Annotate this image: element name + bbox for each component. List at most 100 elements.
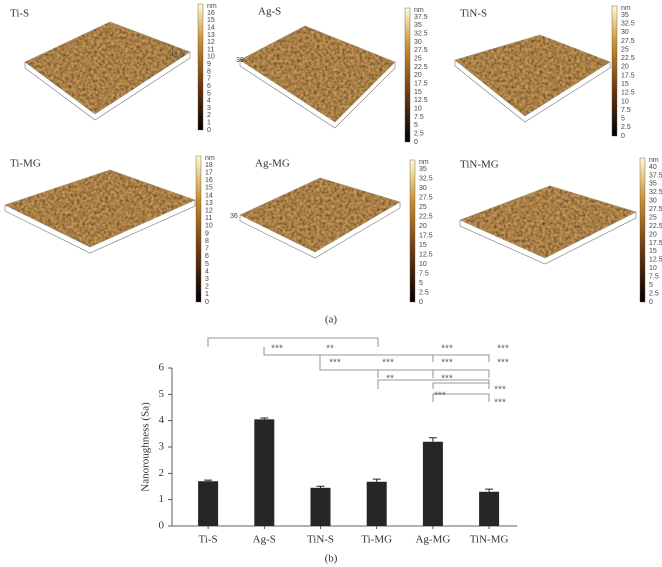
height-label: 46.6 — [170, 52, 184, 59]
colorbar-tick: 12 — [207, 39, 215, 46]
surface-edge — [239, 60, 396, 129]
caption: (a) — [325, 314, 338, 326]
colorbar-tick: 17 — [205, 169, 213, 176]
bar — [479, 491, 500, 526]
bar — [198, 481, 219, 526]
height-label: 39 — [236, 57, 244, 64]
colorbar-tick: 25 — [621, 46, 629, 53]
colorbar-tick: 6 — [205, 253, 209, 260]
colorbar-tick: 10 — [414, 106, 422, 113]
colorbar-tick: 14 — [207, 24, 215, 31]
colorbar-tick: 1 — [205, 291, 209, 298]
surface-edge — [24, 52, 191, 121]
colorbar-tick: 10 — [621, 98, 629, 105]
colorbar-tick: 12.5 — [621, 90, 635, 97]
colorbar — [195, 155, 202, 303]
colorbar — [639, 157, 646, 303]
significance-label: *** — [441, 358, 453, 369]
colorbar-tick: 11 — [207, 46, 214, 53]
colorbar-tick: 13 — [207, 32, 215, 39]
caption: (b) — [325, 553, 338, 565]
colorbar-tick: 32.5 — [649, 189, 662, 196]
colorbar-tick: 12 — [205, 208, 213, 215]
colorbar-unit: nm — [207, 3, 217, 10]
panel-label: TiN-MG — [460, 159, 499, 171]
colorbar-tick: 10 — [649, 265, 657, 272]
colorbar-tick: 15 — [621, 81, 629, 88]
panel-label: Ti-MG — [10, 158, 41, 170]
significance-bracket — [377, 379, 490, 389]
surface-texture — [5, 170, 195, 247]
significance-label: ** — [386, 374, 394, 385]
colorbar-tick: 0 — [205, 299, 209, 306]
surface-edge — [239, 202, 401, 259]
colorbar-tick: 10 — [207, 54, 215, 61]
colorbar-tick: 17.5 — [621, 72, 635, 79]
colorbar-tick: 0 — [207, 127, 211, 134]
significance-label: *** — [434, 391, 446, 402]
y-tick-label: 3 — [159, 441, 165, 453]
x-tick-label: Ti-MG — [361, 534, 392, 546]
colorbar-tick: 25 — [419, 204, 427, 211]
bar — [366, 481, 387, 526]
colorbar-tick: 7 — [205, 246, 209, 253]
colorbar-tick: 25 — [649, 214, 657, 221]
colorbar-unit: nm — [621, 5, 631, 12]
colorbar-tick: 7 — [207, 76, 211, 83]
colorbar-tick: 20 — [414, 72, 422, 79]
colorbar-tick: 12.5 — [414, 97, 428, 104]
colorbar-tick: 30 — [649, 198, 657, 205]
significance-label: *** — [329, 358, 341, 369]
error-bar — [316, 485, 325, 488]
x-tick-label: TiN-MG — [470, 534, 509, 546]
colorbar-tick: 27.5 — [419, 194, 433, 201]
colorbar-tick: 0 — [649, 299, 653, 306]
surface-edge — [459, 212, 637, 265]
colorbar-tick: 15 — [205, 185, 213, 192]
colorbar-tick: 5 — [621, 116, 625, 123]
colorbar-tick: 37.5 — [649, 172, 662, 179]
significance-label: *** — [494, 385, 506, 396]
significance-label: *** — [497, 358, 509, 369]
colorbar-tick: 15 — [649, 248, 657, 255]
colorbar-tick: 2.5 — [414, 131, 424, 138]
colorbar-tick: 40 — [649, 164, 657, 171]
colorbar-tick: 22.5 — [419, 213, 433, 220]
colorbar-tick: 15 — [207, 17, 215, 24]
colorbar-tick: 7.5 — [649, 274, 659, 281]
surface-texture — [455, 35, 610, 116]
colorbar-tick: 32.5 — [419, 175, 433, 182]
colorbar-unit: nm — [419, 159, 429, 166]
panel-label: TiN-S — [460, 8, 487, 20]
surface-texture — [25, 22, 190, 114]
colorbar-tick: 6 — [207, 83, 211, 90]
colorbar-tick: 16 — [207, 10, 215, 17]
bar — [254, 419, 275, 526]
significance-bracket — [207, 337, 379, 347]
colorbar-tick: 10 — [205, 223, 213, 230]
significance-label: *** — [441, 344, 453, 355]
colorbar-tick: 32.5 — [414, 31, 428, 38]
significance-label: *** — [271, 344, 283, 355]
bar — [310, 487, 331, 526]
colorbar-tick: 30 — [419, 185, 427, 192]
colorbar-tick: 35 — [621, 12, 629, 19]
colorbar-tick: 1 — [207, 120, 211, 127]
colorbar-tick: 5 — [207, 90, 211, 97]
x-tick-label: Ag-S — [253, 534, 276, 546]
colorbar-tick: 22.5 — [649, 223, 662, 230]
colorbar-tick: 35 — [649, 181, 657, 188]
significance-label: ** — [326, 344, 334, 355]
bar — [422, 441, 443, 526]
colorbar-tick: 2.5 — [621, 124, 631, 131]
surface-texture — [240, 26, 395, 122]
significance-label: *** — [494, 398, 506, 409]
y-tick-label: 6 — [159, 362, 165, 374]
panel-label: Ag-MG — [255, 158, 290, 170]
error-bar — [260, 417, 269, 420]
y-tick-label: 0 — [159, 520, 165, 532]
colorbar-tick: 7.5 — [419, 270, 429, 277]
colorbar-tick: 17.5 — [414, 81, 428, 88]
y-tick-label: 1 — [159, 493, 165, 505]
colorbar-tick: 14 — [205, 192, 213, 199]
